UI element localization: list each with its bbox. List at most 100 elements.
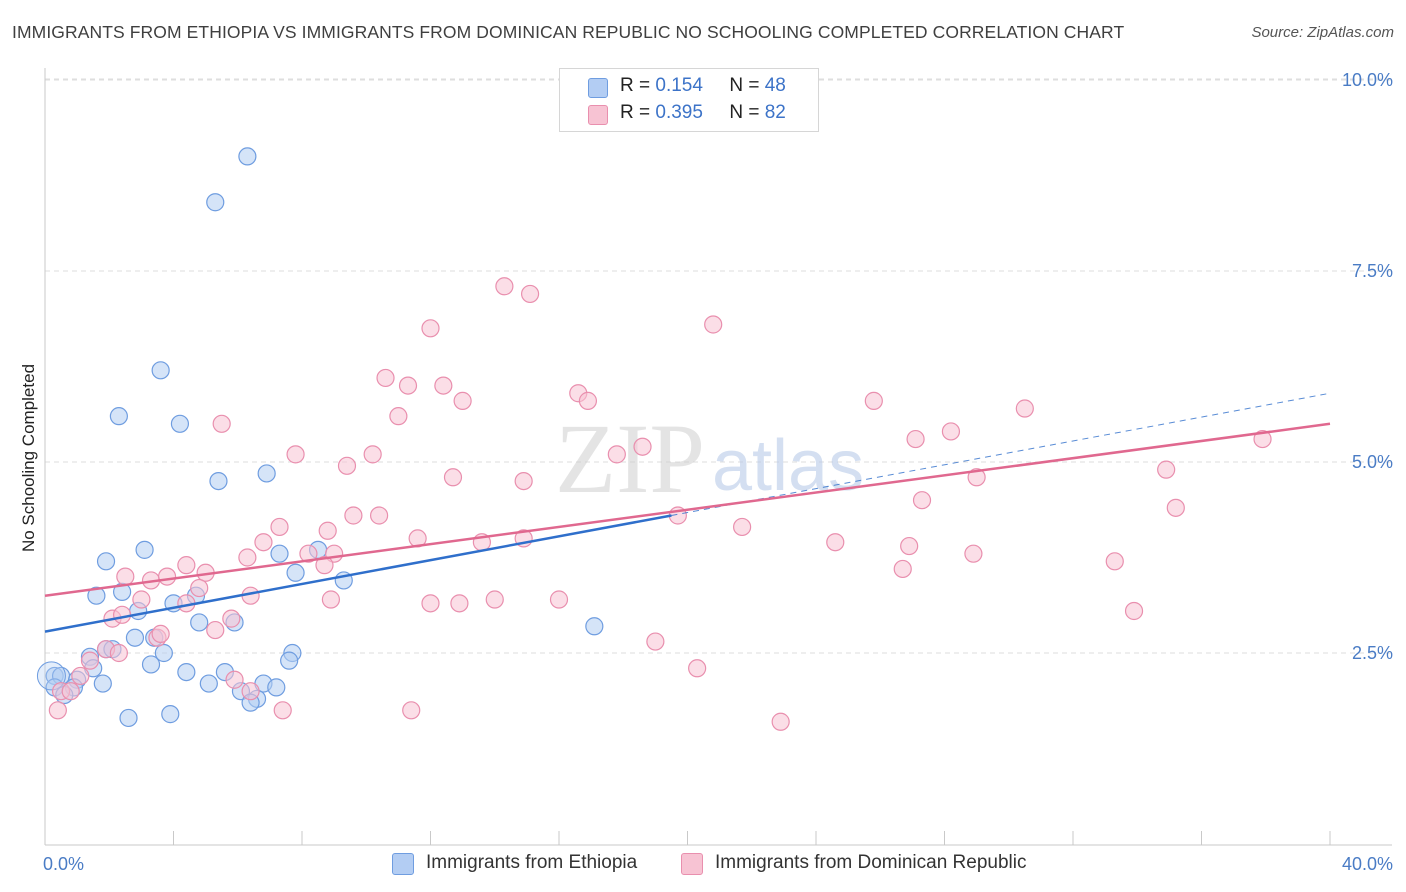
dominican-point: [270, 517, 289, 537]
dominican-point: [112, 605, 132, 624]
ethiopia-point: [209, 472, 228, 491]
dominican-point: [132, 590, 151, 609]
dominican-point: [206, 620, 225, 640]
dominican-point: [1157, 460, 1176, 479]
x-tick-label: 40.0%: [1342, 854, 1393, 874]
dominican-point: [238, 548, 257, 567]
dominican-point: [450, 594, 469, 613]
dominican-point: [912, 491, 932, 510]
ethiopia-point: [161, 705, 180, 724]
trend-lines: [44, 392, 1331, 633]
bottom-legend-swatch-dominican: [681, 853, 703, 875]
chart-title: IMMIGRANTS FROM ETHIOPIA VS IMMIGRANTS F…: [12, 22, 1125, 42]
dominican-point: [318, 521, 337, 540]
dominican-trend-line: [44, 422, 1331, 597]
ethiopia-point: [151, 361, 170, 380]
dominican-point: [273, 701, 292, 720]
dominican-point: [344, 506, 363, 525]
dominican-point: [443, 468, 463, 487]
tick-labels: 2.5% 5.0% 7.5% 10.0% 0.0% 40.0%: [43, 70, 1393, 874]
dominican-point: [578, 391, 598, 410]
ethiopia-point: [257, 464, 276, 483]
dominican-point: [864, 391, 883, 410]
dominican-point: [826, 533, 845, 552]
dominican-point: [633, 437, 652, 456]
dominican-point: [771, 712, 790, 731]
bottom-legend-swatch-ethiopia: [392, 853, 414, 875]
ethiopia-point: [109, 407, 128, 426]
dominican-point: [1105, 552, 1124, 571]
legend-r-value: 0.154: [655, 75, 703, 96]
ethiopia-point: [170, 414, 190, 433]
watermark: ZIP atlas: [555, 403, 864, 514]
dominican-point: [157, 567, 177, 586]
ethiopia-point: [177, 662, 196, 682]
dominican-point: [321, 590, 341, 609]
dominican-point: [906, 429, 925, 449]
dominican-point: [733, 517, 752, 537]
dominican-point: [1253, 429, 1272, 449]
correlation-legend: R = 0.154 N = 48 R = 0.395 N = 82: [559, 68, 819, 132]
dominican-point: [363, 445, 382, 464]
legend-n-value: 82: [764, 102, 786, 123]
watermark-atlas: atlas: [712, 426, 864, 506]
ethiopia-point: [119, 708, 138, 728]
dominican-point: [337, 456, 357, 475]
dominican-point: [212, 414, 231, 433]
ethiopia-trend-line: [44, 514, 672, 633]
dominican-point: [1124, 601, 1144, 621]
legend-r-label: R =: [620, 75, 651, 96]
bottom-legend-label-dominican: Immigrants from Dominican Republic: [715, 852, 1027, 873]
dominican-point: [71, 666, 90, 686]
dominican-point: [453, 391, 472, 410]
dominican-point: [80, 651, 100, 670]
dominican-point: [402, 701, 421, 720]
ethiopia-point: [286, 563, 305, 582]
dominican-point: [116, 567, 135, 586]
dominican-point: [967, 468, 986, 487]
dominican-point: [704, 315, 723, 334]
legend-n-label: N =: [729, 102, 760, 123]
dominican-point: [514, 472, 533, 491]
legend-n-label: N =: [729, 75, 760, 96]
dominican-point: [421, 319, 440, 338]
ethiopia-point: [125, 628, 145, 647]
dominican-point: [109, 643, 128, 663]
y-tick-label: 2.5%: [1352, 643, 1393, 663]
y-tick-label: 7.5%: [1352, 261, 1393, 281]
dominican-point: [485, 590, 504, 609]
dominican-point: [398, 376, 418, 395]
ethiopia-point: [585, 617, 604, 636]
dominican-point: [370, 506, 389, 525]
axes: [44, 68, 1392, 846]
dominican-point: [421, 594, 440, 613]
dominican-point: [1166, 498, 1185, 517]
legend-text-ethiopia: R = 0.154 N = 48: [620, 75, 786, 97]
dominican-point: [688, 659, 707, 678]
dominican-point: [286, 445, 305, 464]
bottom-legend-label-ethiopia: Immigrants from Ethiopia: [426, 852, 638, 873]
legend-r-value: 0.395: [655, 102, 703, 123]
legend-text-dominican: R = 0.395 N = 82: [620, 102, 786, 124]
ethiopia-point: [280, 651, 299, 670]
legend-swatch-dominican: [588, 105, 608, 125]
ethiopia-point: [141, 655, 161, 674]
dominican-point: [177, 556, 196, 575]
watermark-zip: ZIP: [555, 403, 705, 514]
ethiopia-point: [135, 540, 154, 559]
dominican-point: [941, 422, 961, 441]
dominican-point: [222, 609, 241, 628]
dominican-point: [1015, 399, 1034, 418]
dominican-point: [495, 277, 514, 296]
ethiopia-points: [36, 147, 604, 728]
ethiopia-point: [96, 552, 116, 571]
dominican-point: [549, 590, 569, 609]
ethiopia-point: [93, 674, 112, 693]
source-label: Source: ZipAtlas.com: [1251, 24, 1394, 41]
dominican-point: [254, 533, 273, 552]
dominican-point: [225, 670, 244, 689]
y-axis-label: No Schooling Completed: [19, 364, 38, 552]
legend-swatch-ethiopia: [588, 78, 608, 98]
dominican-point: [376, 368, 395, 388]
